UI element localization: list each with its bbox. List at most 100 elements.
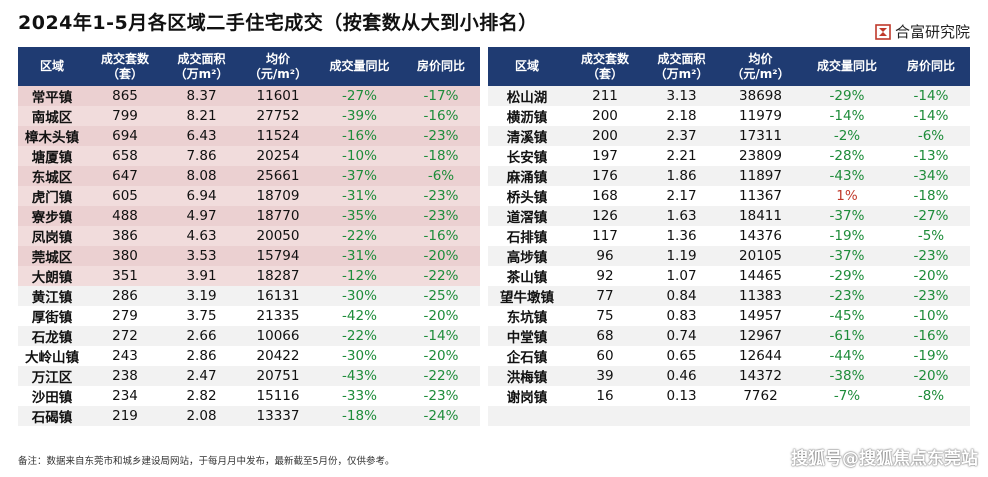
table-row: 塘厦镇 658 7.86 20254 -10% -18% [18,146,480,166]
header-price: 均价 （元/m²） [239,47,317,86]
table-row: 道滘镇 126 1.63 18411 -37% -27% [488,206,970,226]
cell-area: 2.08 [164,406,239,426]
cell-volume-yoy: -38% [802,366,892,386]
cell-price: 11367 [719,186,802,206]
cell-units: 117 [566,226,644,246]
table-row: 茶山镇 92 1.07 14465 -29% -20% [488,266,970,286]
cell-price-yoy: -23% [892,246,970,266]
table-row: 企石镇 60 0.65 12644 -44% -19% [488,346,970,366]
header-units: 成交套数 （套） [566,47,644,86]
cell-price-yoy: -22% [402,266,480,286]
table-row: 寮步镇 488 4.97 18770 -35% -23% [18,206,480,226]
cell-price: 20105 [719,246,802,266]
cell-area: 4.63 [164,226,239,246]
cell-region: 长安镇 [488,146,566,166]
cell-price-yoy: -24% [402,406,480,426]
cell-price-yoy: -17% [402,86,480,106]
cell-units: 386 [86,226,164,246]
cell-area: 2.18 [644,106,719,126]
cell-price: 20751 [239,366,317,386]
cell-area: 2.37 [644,126,719,146]
page-title: 2024年1-5月各区域二手住宅成交（按套数从大到小排名） [18,8,538,35]
cell-units: 488 [86,206,164,226]
table-row: 东城区 647 8.08 25661 -37% -6% [18,166,480,186]
cell-region: 高埗镇 [488,246,566,266]
header-volume-yoy: 成交量同比 [802,47,892,86]
header-volume-yoy: 成交量同比 [317,47,402,86]
cell-area: 0.84 [644,286,719,306]
cell-price: 18709 [239,186,317,206]
cell-region: 石龙镇 [18,326,86,346]
cell-units: 865 [86,86,164,106]
cell-units: 647 [86,166,164,186]
header-region: 区域 [488,47,566,86]
cell-region: 企石镇 [488,346,566,366]
empty-cell [488,406,566,426]
cell-price-yoy: -23% [402,206,480,226]
cell-volume-yoy: -39% [317,106,402,126]
table-header-row: 区域 成交套数 （套） 成交面积 （万m²） 均价 （元/m²） 成交量同比 房… [18,47,480,86]
cell-units: 60 [566,346,644,366]
cell-units: 234 [86,386,164,406]
cell-units: 799 [86,106,164,126]
cell-price-yoy: -23% [402,126,480,146]
cell-volume-yoy: -44% [802,346,892,366]
cell-units: 16 [566,386,644,406]
cell-area: 6.43 [164,126,239,146]
cell-region: 樟木头镇 [18,126,86,146]
cell-area: 8.21 [164,106,239,126]
cell-area: 1.07 [644,266,719,286]
cell-area: 3.53 [164,246,239,266]
table-left: 区域 成交套数 （套） 成交面积 （万m²） 均价 （元/m²） 成交量同比 房… [18,47,480,426]
cell-volume-yoy: -37% [317,166,402,186]
cell-units: 219 [86,406,164,426]
cell-region: 谢岗镇 [488,386,566,406]
cell-area: 1.63 [644,206,719,226]
cell-units: 286 [86,286,164,306]
cell-price-yoy: -16% [402,106,480,126]
cell-area: 0.65 [644,346,719,366]
footnote: 备注：数据来自东莞市和城乡建设局网站，于每月月中发布，最新截至5月份，仅供参考。 [18,453,395,467]
cell-price-yoy: -18% [892,186,970,206]
cell-volume-yoy: -22% [317,326,402,346]
cell-price: 15794 [239,246,317,266]
cell-area: 2.86 [164,346,239,366]
cell-units: 75 [566,306,644,326]
cell-volume-yoy: -43% [802,166,892,186]
cell-region: 清溪镇 [488,126,566,146]
cell-price: 12644 [719,346,802,366]
cell-price: 23809 [719,146,802,166]
cell-region: 大朗镇 [18,266,86,286]
cell-area: 6.94 [164,186,239,206]
cell-region: 松山湖 [488,86,566,106]
table-row: 洪梅镇 39 0.46 14372 -38% -20% [488,366,970,386]
hefu-logo-icon [875,24,891,40]
cell-volume-yoy: -45% [802,306,892,326]
table-row: 大朗镇 351 3.91 18287 -12% -22% [18,266,480,286]
table-row: 石碣镇 219 2.08 13337 -18% -24% [18,406,480,426]
cell-region: 寮步镇 [18,206,86,226]
cell-volume-yoy: -29% [802,86,892,106]
cell-region: 麻涌镇 [488,166,566,186]
table-row: 樟木头镇 694 6.43 11524 -16% -23% [18,126,480,146]
table-header-row: 区域 成交套数 （套） 成交面积 （万m²） 均价 （元/m²） 成交量同比 房… [488,47,970,86]
cell-price-yoy: -5% [892,226,970,246]
cell-price: 14957 [719,306,802,326]
cell-area: 0.74 [644,326,719,346]
cell-units: 92 [566,266,644,286]
cell-price-yoy: -23% [402,386,480,406]
table-row: 莞城区 380 3.53 15794 -31% -20% [18,246,480,266]
table-row: 厚街镇 279 3.75 21335 -42% -20% [18,306,480,326]
cell-price: 15116 [239,386,317,406]
cell-volume-yoy: -29% [802,266,892,286]
cell-price-yoy: -14% [892,106,970,126]
empty-cell [644,406,719,426]
cell-price: 27752 [239,106,317,126]
cell-units: 197 [566,146,644,166]
table-row: 沙田镇 234 2.82 15116 -33% -23% [18,386,480,406]
cell-volume-yoy: -7% [802,386,892,406]
cell-region: 沙田镇 [18,386,86,406]
cell-region: 石排镇 [488,226,566,246]
cell-volume-yoy: -33% [317,386,402,406]
cell-area: 2.47 [164,366,239,386]
